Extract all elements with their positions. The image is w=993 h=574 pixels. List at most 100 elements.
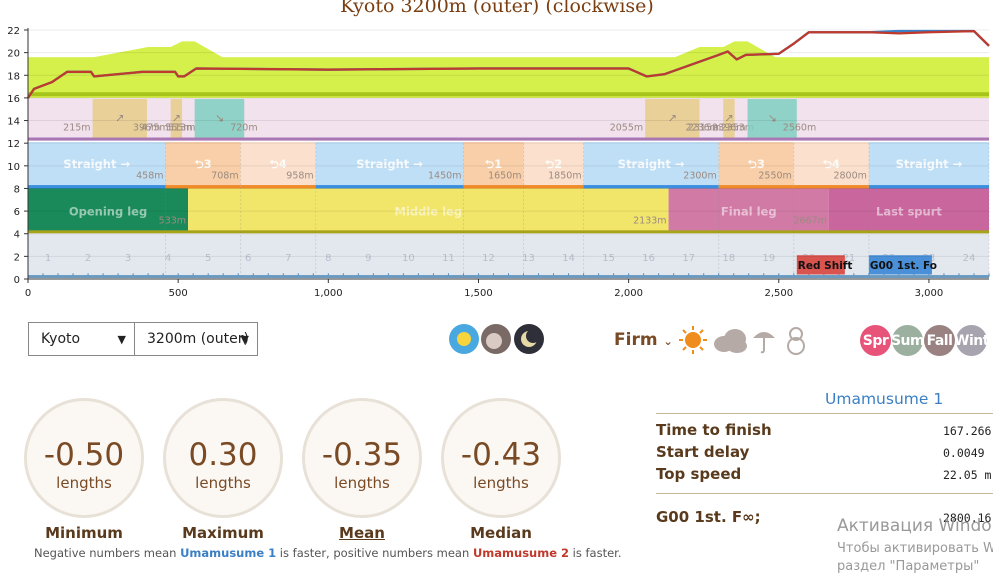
season-spring-button[interactable]: Spr [860, 325, 891, 356]
stat-minimum: -0.50 lengths [24, 398, 144, 518]
stat-value: -0.50 [43, 437, 125, 473]
skill-row-value: 2800.16 [943, 511, 992, 525]
corner-section [718, 142, 794, 186]
slope-end-label: 720m [230, 123, 257, 134]
night-moon-icon[interactable] [514, 324, 544, 354]
cloudy-icon[interactable] [712, 327, 748, 355]
season-summer-button[interactable]: Sum [891, 325, 925, 356]
stat-value: -0.43 [460, 437, 542, 473]
grid-number: 7 [285, 253, 291, 264]
slope-segment [645, 99, 700, 138]
arrow-up-right-icon: ↗ [724, 112, 733, 125]
section-end-label: 458m [136, 170, 163, 181]
section-label: Straight → [896, 157, 963, 171]
track-select[interactable]: Kyoto ▼ [28, 322, 135, 356]
stat-label-mean[interactable]: Mean [339, 524, 385, 542]
legend-note: Negative numbers mean Umamusume 1 is fas… [34, 546, 622, 560]
section-base [583, 185, 719, 190]
snowy-icon[interactable] [782, 325, 810, 355]
grid-number: 4 [165, 253, 171, 264]
sunny-icon[interactable] [678, 325, 708, 355]
slope-start-label: 555m [165, 123, 192, 134]
stat-unit: lengths [334, 474, 390, 492]
ground-select[interactable]: Firm ⌄ [614, 330, 673, 350]
slope-start-label: 475m [141, 123, 168, 134]
section-label: ⮌3 [194, 157, 211, 171]
slope-end-label: 2236m [685, 123, 718, 134]
slope-segment [723, 99, 735, 138]
y-tick-label: 10 [7, 162, 20, 173]
distance-select[interactable]: 3200m (outer) ▼ [134, 322, 258, 356]
grid-number: 18 [722, 253, 735, 264]
rainy-icon[interactable] [750, 325, 778, 355]
results-top-rule [656, 413, 993, 414]
section-end-label: 1650m [488, 170, 521, 181]
phase-label: Opening leg [69, 205, 147, 219]
slope-band-base [28, 137, 989, 141]
x-tick-label: 500 [169, 288, 188, 299]
stat-maximum: 0.30 lengths [163, 398, 283, 518]
grid-number: 21 [842, 253, 855, 264]
section-base [868, 185, 989, 190]
straight-section [583, 142, 719, 186]
season-label: Spr [862, 332, 889, 349]
track-select-value: Kyoto [41, 331, 81, 347]
results-header[interactable]: Umamusume 1 [825, 390, 944, 408]
x-tick-label: 1,000 [314, 288, 343, 299]
grid-number: 5 [205, 253, 211, 264]
corner-section [165, 142, 241, 186]
x-tick-label: 2,500 [764, 288, 793, 299]
phase-end-label: 533m [159, 216, 186, 227]
season-winter-button[interactable]: Wint [954, 325, 989, 356]
chevron-down-icon: ▼ [117, 333, 126, 346]
y-tick-label: 2 [14, 252, 20, 263]
section-label: ⮌4 [823, 157, 840, 171]
section-base [315, 185, 464, 190]
arrow-up-right-icon: ↗ [668, 112, 677, 125]
y-tick-label: 12 [7, 139, 20, 150]
slope-segment [747, 99, 797, 138]
elevation-base [28, 92, 989, 97]
grid-number: 19 [762, 253, 775, 264]
evening-icon[interactable] [481, 324, 511, 354]
section-base [165, 185, 241, 190]
x-tick-label: 3,000 [915, 288, 944, 299]
section-base [793, 185, 869, 190]
windows-activation-line3: раздел "Параметры" [837, 559, 980, 574]
slope-end-label: 2353m [721, 123, 754, 134]
skill-marker-label: Red Shift [798, 260, 853, 272]
grid-number: 13 [522, 253, 535, 264]
section-label: ⮌1 [485, 157, 502, 171]
note-text: is faster. [569, 546, 622, 560]
windows-activation-line2: Чтобы активировать W [837, 541, 993, 556]
stat-label-median: Median [470, 524, 532, 542]
y-tick-label: 8 [14, 184, 20, 195]
season-label: Wint [954, 332, 989, 349]
top-speed-value: 22.05 m [943, 468, 992, 482]
arrow-down-right-icon: ↘ [768, 112, 777, 125]
section-base [523, 185, 584, 190]
grid-number: 14 [562, 253, 575, 264]
season-fall-button[interactable]: Fall [924, 325, 955, 356]
grid-number: 6 [245, 253, 251, 264]
results-mid-rule [656, 493, 993, 494]
slope-start-label: 2055m [610, 123, 643, 134]
arrow-up-right-icon: ↗ [172, 112, 181, 125]
stat-label-maximum: Maximum [182, 524, 264, 542]
chevron-down-icon: ⌄ [663, 335, 673, 348]
section-base [28, 185, 166, 190]
y-tick-label: 18 [7, 71, 20, 82]
y-tick-label: 22 [7, 26, 20, 37]
stat-value: 0.30 [188, 437, 258, 473]
slope-start-label: 2396m [712, 123, 745, 134]
section-end-label: 2300m [683, 170, 716, 181]
sun-day-icon[interactable] [449, 324, 479, 354]
season-label: Fall [926, 332, 953, 349]
skill-marker [868, 255, 932, 275]
phase-segment [28, 188, 189, 232]
slope-end-label: 513m [168, 123, 195, 134]
grid-number: 16 [642, 253, 655, 264]
stat-unit: lengths [195, 474, 251, 492]
course-chart: Kyoto 3200m (outer) (clockwise) 215m 396m… [7, 0, 990, 299]
slope-segment [194, 99, 245, 138]
